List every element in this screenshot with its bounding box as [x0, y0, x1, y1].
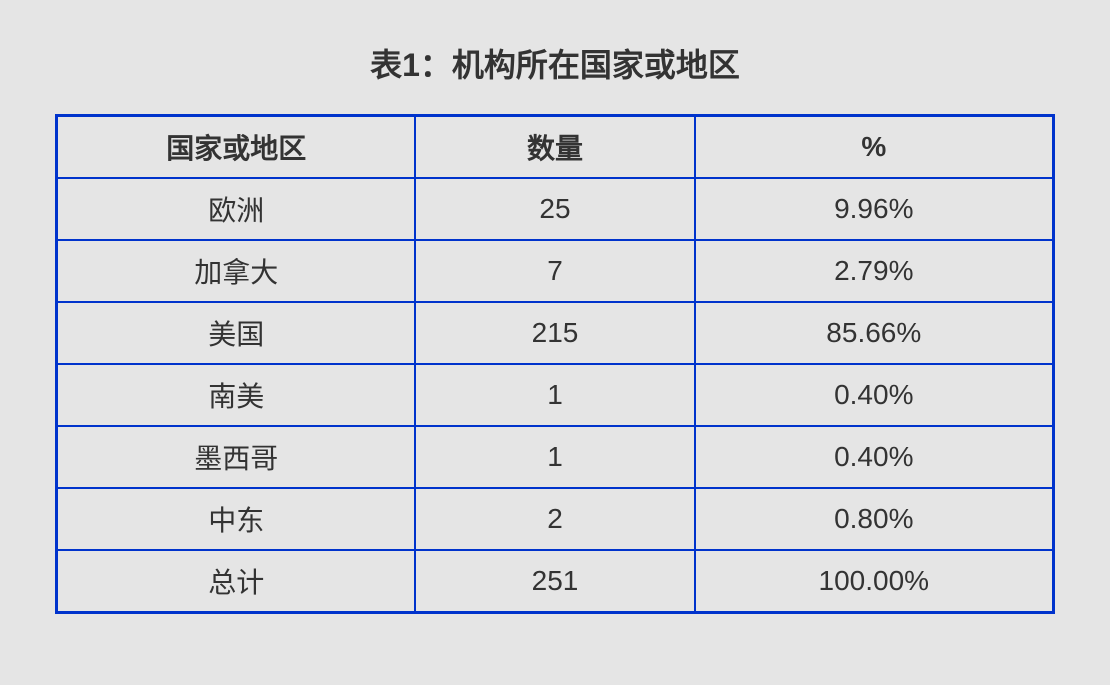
table-title: 表1：机构所在国家或地区	[370, 40, 740, 86]
table-row: 总计 251 100.00%	[57, 550, 1054, 613]
cell-count: 1	[415, 426, 694, 488]
cell-percent: 85.66%	[695, 302, 1054, 364]
cell-region: 中东	[57, 488, 416, 550]
cell-count: 251	[415, 550, 694, 613]
cell-region: 加拿大	[57, 240, 416, 302]
table-row: 南美 1 0.40%	[57, 364, 1054, 426]
cell-percent: 2.79%	[695, 240, 1054, 302]
cell-percent: 0.80%	[695, 488, 1054, 550]
table-header-row: 国家或地区 数量 %	[57, 116, 1054, 179]
table-row: 欧洲 25 9.96%	[57, 178, 1054, 240]
cell-region: 墨西哥	[57, 426, 416, 488]
cell-percent: 0.40%	[695, 364, 1054, 426]
cell-region: 美国	[57, 302, 416, 364]
cell-count: 7	[415, 240, 694, 302]
cell-count: 1	[415, 364, 694, 426]
cell-region: 欧洲	[57, 178, 416, 240]
cell-region: 总计	[57, 550, 416, 613]
table-row: 墨西哥 1 0.40%	[57, 426, 1054, 488]
cell-percent: 9.96%	[695, 178, 1054, 240]
cell-count: 215	[415, 302, 694, 364]
header-region: 国家或地区	[57, 116, 416, 179]
table-container: 国家或地区 数量 % 欧洲 25 9.96% 加拿大 7 2.79% 美国 21…	[55, 114, 1055, 614]
table-row: 中东 2 0.80%	[57, 488, 1054, 550]
cell-percent: 100.00%	[695, 550, 1054, 613]
table-row: 美国 215 85.66%	[57, 302, 1054, 364]
header-count: 数量	[415, 116, 694, 179]
cell-region: 南美	[57, 364, 416, 426]
cell-count: 25	[415, 178, 694, 240]
header-percent: %	[695, 116, 1054, 179]
table-row: 加拿大 7 2.79%	[57, 240, 1054, 302]
data-table: 国家或地区 数量 % 欧洲 25 9.96% 加拿大 7 2.79% 美国 21…	[55, 114, 1055, 614]
cell-count: 2	[415, 488, 694, 550]
cell-percent: 0.40%	[695, 426, 1054, 488]
